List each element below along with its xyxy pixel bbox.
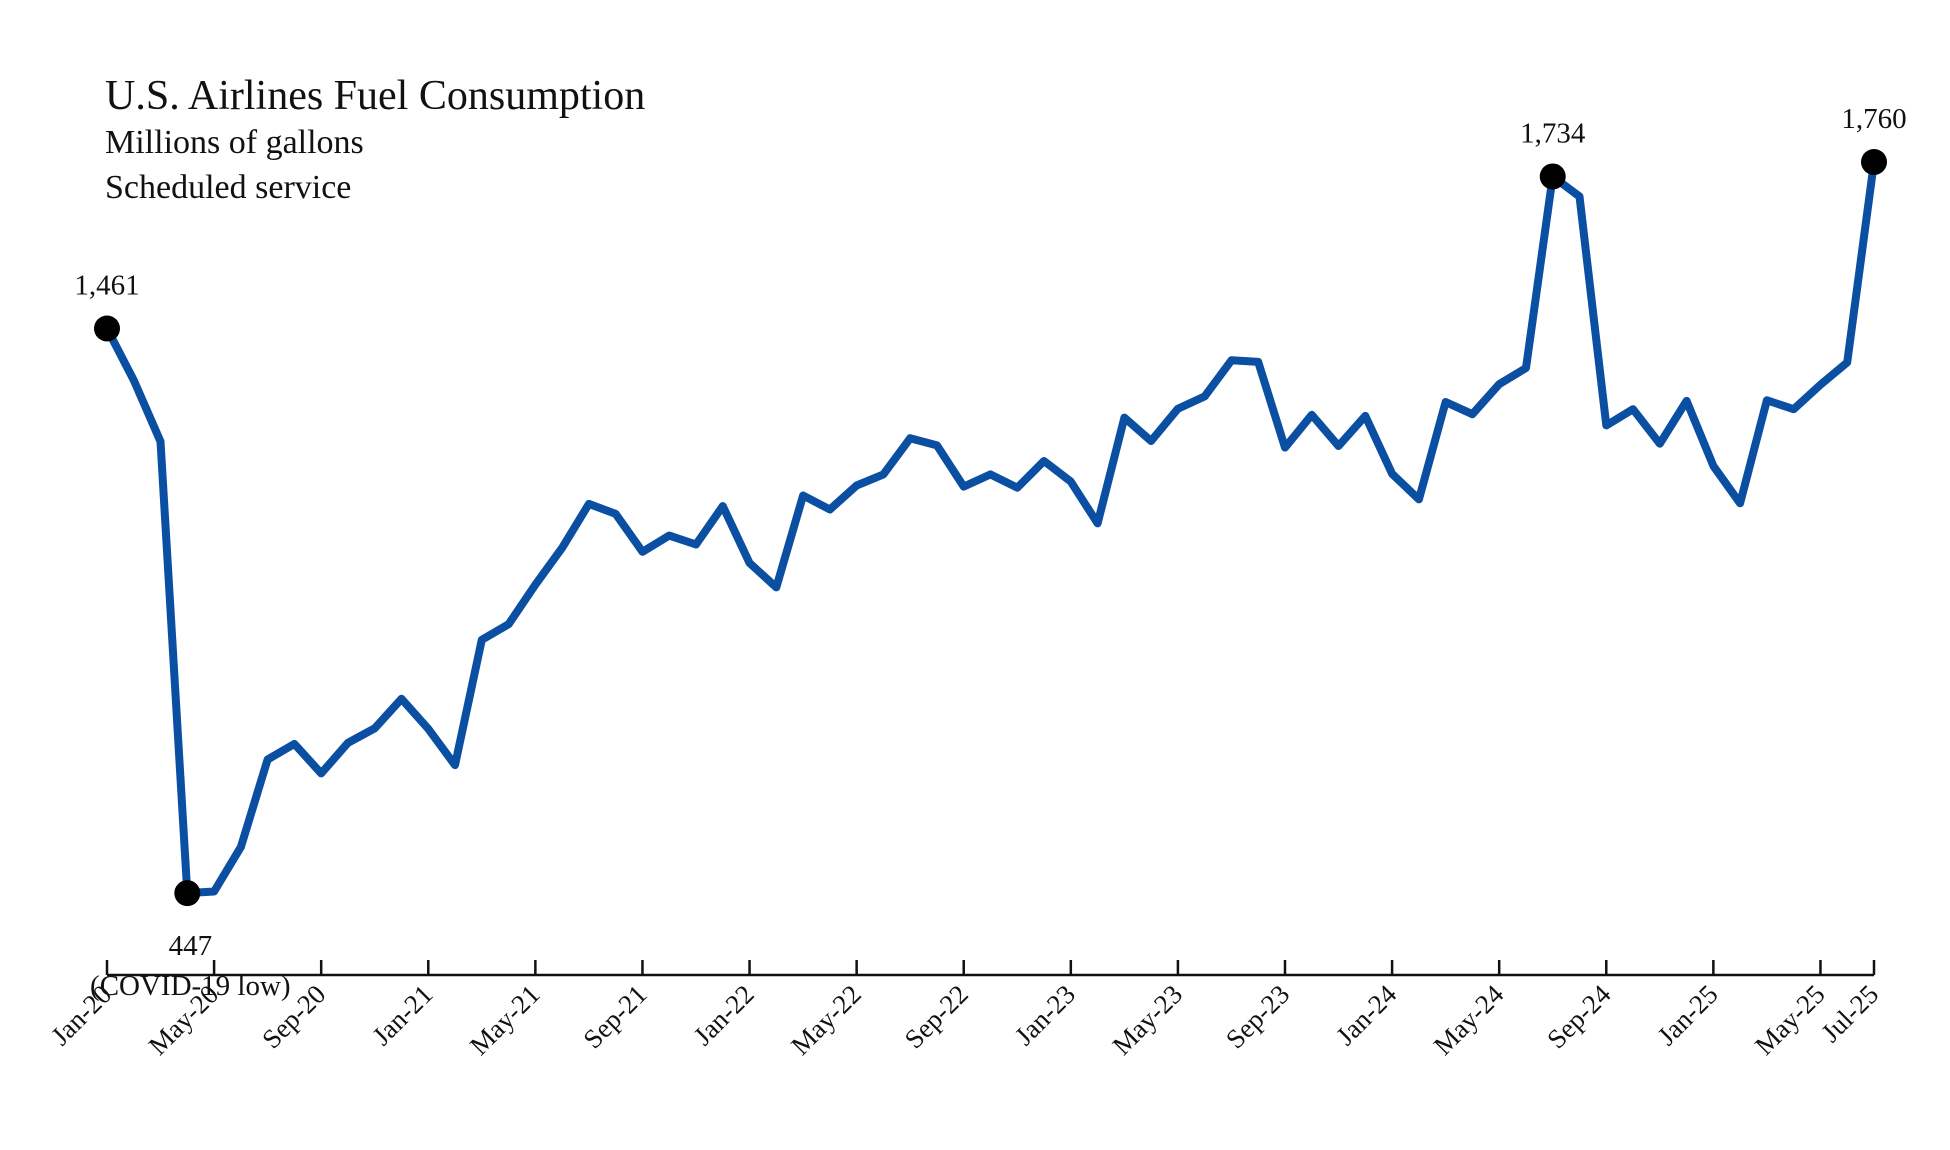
series-layer [103,158,1878,898]
x-tick-label: May-24 [1428,979,1510,1061]
annotation-marker [94,315,120,342]
x-tick-label: Sep-24 [1541,979,1617,1055]
x-tick-label: Jan-21 [366,979,438,1051]
annotation-value-label: 1,734 [1520,117,1586,149]
annotation-marker [1539,163,1566,190]
x-tick-label: Jan-22 [688,979,760,1051]
annotation-marker [174,880,201,907]
series-line-fuel-consumption [103,158,1878,898]
chart-subtitle-units: Millions of gallons [105,124,364,161]
chart-title: U.S. Airlines Fuel Consumption [105,73,646,119]
chart-subtitle-scope: Scheduled service [105,169,352,206]
x-tick-label: Jan-23 [1009,979,1081,1051]
x-tick-label: May-21 [464,979,546,1061]
annotations-layer: 1,461 447 (COVID-19 low) 1,734 1,760 [74,103,1906,1002]
x-tick-label: Sep-22 [899,979,974,1054]
x-tick-label: Jul-25 [1815,979,1884,1048]
x-tick-label: Jan-25 [1651,979,1723,1051]
x-tick-label: Jan-24 [1330,979,1402,1051]
annotation-value-label: 447 [169,930,213,962]
x-axis: Jan-20 May-20 Sep-20 Jan-21 May-21 Sep-21 Jan-… [45,960,1884,1061]
annotation-marker [1861,148,1887,175]
x-tick-label: Sep-21 [577,979,652,1054]
x-tick-label: May-25 [1749,979,1831,1061]
x-tick-label: Sep-23 [1220,979,1295,1054]
annotation-value-label: 1,760 [1841,103,1906,135]
annotation-value-label: 1,461 [74,269,139,301]
chart-title-block: U.S. Airlines Fuel Consumption Millions … [105,72,645,210]
annotation-note-label: (COVID-19 low) [90,970,291,1002]
x-tick-label: May-22 [785,979,867,1061]
x-tick-label: May-23 [1106,979,1188,1061]
